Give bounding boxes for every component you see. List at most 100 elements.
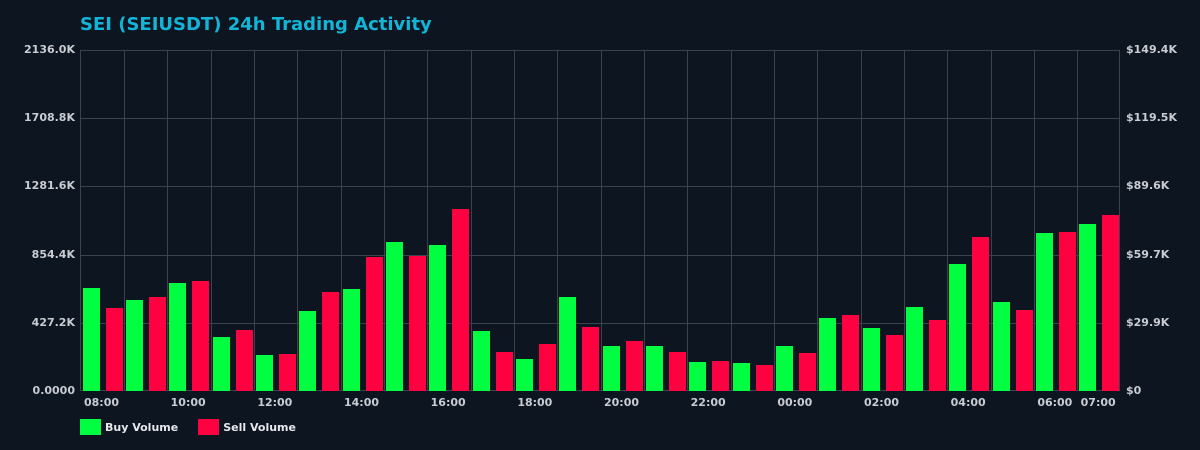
v-gridline [817,50,819,391]
x-tick: 16:00 [430,396,466,409]
legend-label-buy: Buy Volume [105,420,179,434]
sell-volume-bar[interactable] [885,335,903,391]
buy-volume-bar[interactable] [1079,224,1097,391]
buy-volume-bar[interactable] [169,283,187,391]
v-gridline [470,50,472,391]
buy-volume-bar[interactable] [862,328,880,391]
v-gridline [513,50,515,391]
sell-volume-bar[interactable] [538,344,556,391]
buy-volume-bar[interactable] [299,311,317,391]
right-y-tick: $59.7K [1126,247,1170,261]
sell-volume-bar[interactable] [495,352,513,391]
sell-volume-bar[interactable] [625,341,643,391]
h-gridline [81,50,1119,51]
legend-label-sell: Sell Volume [223,420,296,434]
v-gridline [123,50,125,391]
right-y-tick: $29.9K [1126,315,1170,329]
v-gridline [297,50,299,391]
buy-volume-bar[interactable] [125,300,143,391]
left-y-tick: 427.2K [31,315,75,329]
chart-title: SEI (SEIUSDT) 24h Trading Activity [80,14,432,35]
v-gridline [600,50,602,391]
buy-volume-bar[interactable] [429,245,447,391]
buy-volume-bar[interactable] [82,288,100,391]
v-gridline [557,50,559,391]
v-gridline [253,50,255,391]
v-gridline [1033,50,1035,391]
buy-volume-bar[interactable] [905,307,923,391]
x-tick: 04:00 [950,396,986,409]
x-tick: 18:00 [517,396,553,409]
x-tick: 06:00 [1037,396,1073,409]
buy-volume-bar[interactable] [602,345,620,391]
sell-volume-bar[interactable] [192,281,210,391]
buy-volume-bar[interactable] [689,362,707,391]
sell-volume-bar[interactable] [928,320,946,391]
left-y-tick: 0.0000 [32,384,75,397]
h-gridline [81,254,1119,256]
left-y-tick: 2136.0K [24,43,75,56]
buy-volume-bar[interactable] [949,264,967,391]
right-y-tick: $119.5K [1126,111,1177,125]
sell-volume-bar[interactable] [235,330,253,391]
buy-volume-bar[interactable] [385,242,403,391]
buy-volume-bar[interactable] [645,345,663,391]
buy-volume-bar[interactable] [992,302,1010,391]
sell-swatch-icon [198,419,220,435]
v-gridline [383,50,385,391]
legend-item-sell[interactable]: Sell Volume [198,419,296,435]
sell-volume-bar[interactable] [755,365,773,391]
h-gridline [81,322,1119,324]
h-gridline [81,186,1119,188]
sell-volume-bar[interactable] [322,292,340,391]
sell-volume-bar[interactable] [365,257,383,391]
buy-volume-bar[interactable] [255,355,273,391]
sell-volume-bar[interactable] [712,360,730,391]
sell-volume-bar[interactable] [452,209,470,391]
right-y-tick: $89.6K [1126,179,1170,193]
v-gridline [643,50,645,391]
buy-volume-bar[interactable] [515,359,533,391]
sell-volume-bar[interactable] [1015,310,1033,391]
v-gridline [427,50,429,391]
v-gridline [773,50,775,391]
x-tick: 14:00 [343,396,380,409]
sell-volume-bar[interactable] [668,352,686,391]
v-gridline [687,50,689,391]
v-gridline [860,50,862,391]
buy-volume-bar[interactable] [819,318,837,391]
buy-volume-bar[interactable] [342,289,360,391]
sell-volume-bar[interactable] [105,308,123,391]
buy-volume-bar[interactable] [1035,233,1053,391]
legend: Buy Volume Sell Volume [80,419,316,435]
sell-volume-bar[interactable] [972,237,990,391]
x-tick: 22:00 [690,396,726,409]
sell-volume-bar[interactable] [798,353,816,391]
x-tick: 12:00 [257,396,293,409]
sell-volume-bar[interactable] [1102,215,1120,391]
baseline [81,390,1119,391]
buy-volume-bar[interactable] [472,331,490,391]
v-gridline [1077,50,1079,391]
v-gridline [340,50,342,391]
v-gridline [990,50,992,391]
buy-volume-bar[interactable] [732,363,750,391]
buy-volume-bar[interactable] [775,346,793,391]
buy-volume-bar[interactable] [559,297,577,391]
sell-volume-bar[interactable] [408,256,426,391]
sell-volume-bar[interactable] [148,297,166,391]
sell-volume-bar[interactable] [278,354,296,391]
sell-volume-bar[interactable] [582,327,600,391]
sell-volume-bar[interactable] [842,315,860,391]
legend-item-buy[interactable]: Buy Volume [80,419,178,435]
x-tick: 08:00 [83,396,120,409]
h-gridline [81,118,1119,120]
buy-volume-bar[interactable] [212,337,230,391]
buy-swatch-icon [80,419,101,435]
right-y-tick: $149.4K [1126,43,1177,56]
left-y-tick: 854.4K [31,247,75,261]
sell-volume-bar[interactable] [1058,232,1076,391]
v-gridline [947,50,949,391]
x-tick: 00:00 [777,396,813,409]
v-gridline [167,50,169,391]
